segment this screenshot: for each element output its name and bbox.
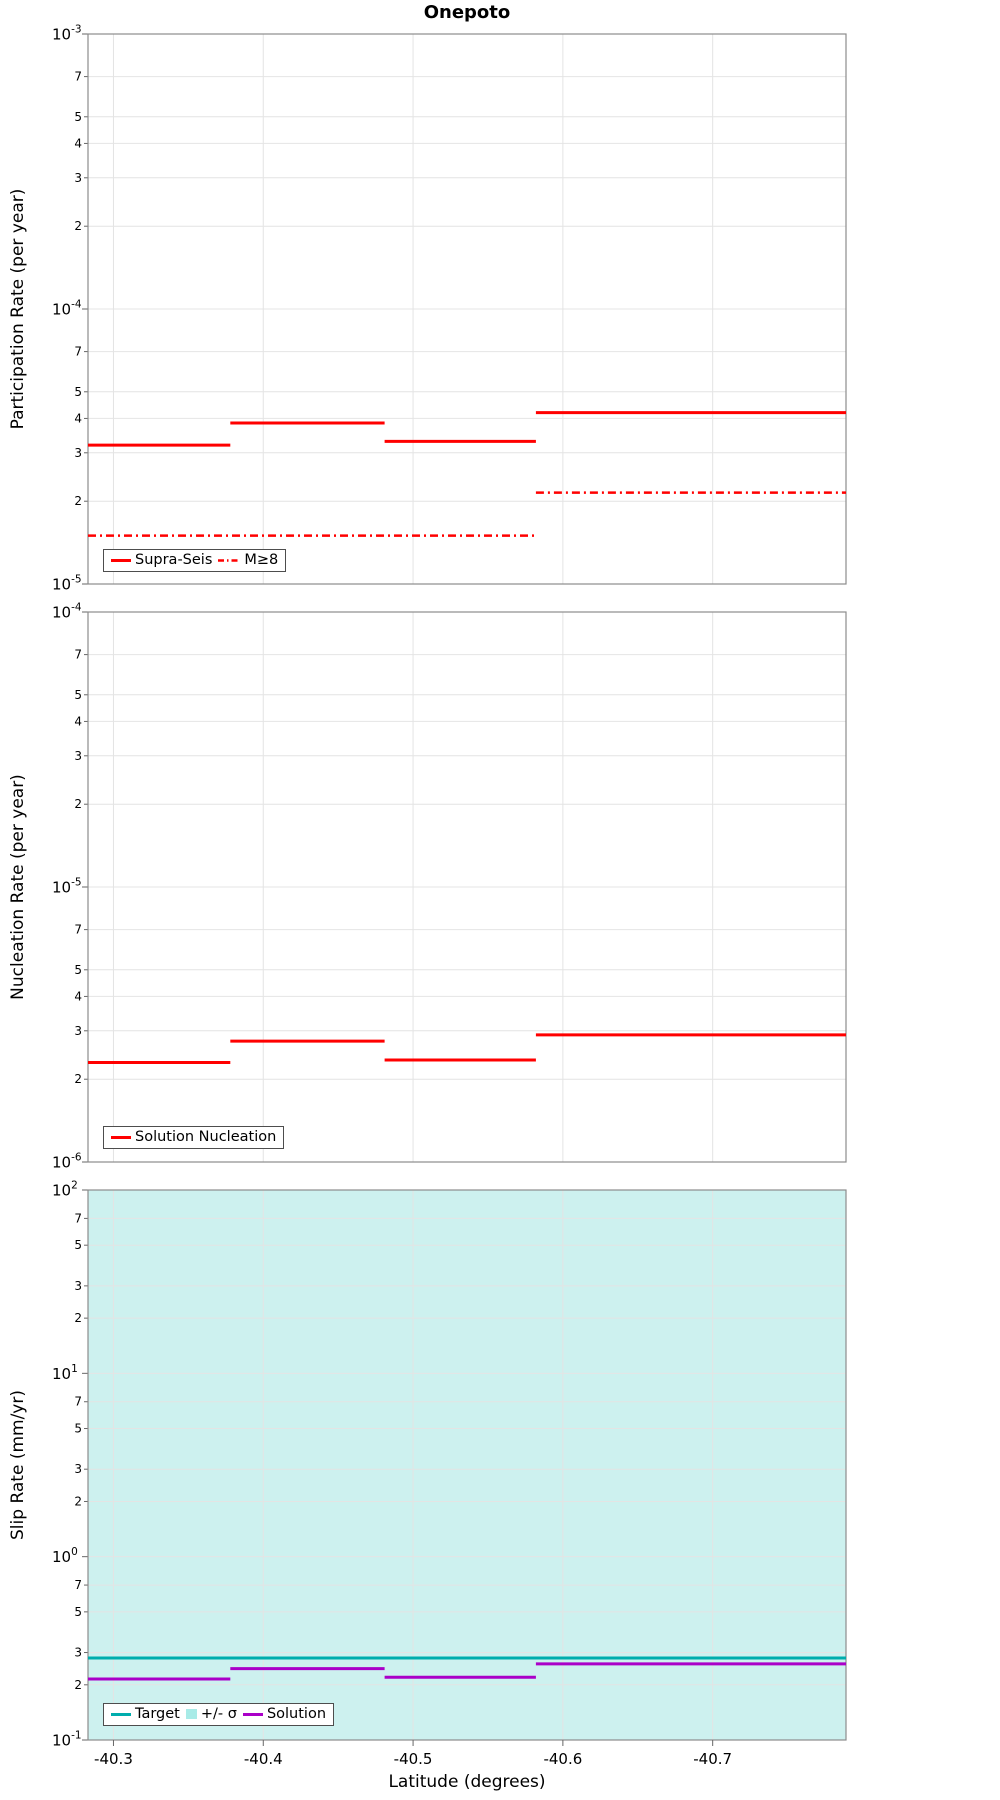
legend-label: Solution Nucleation [135,1129,277,1145]
legend-label: M≥8 [244,552,279,568]
gridlines [88,34,846,584]
y-minor-tick-label: 5 [74,1238,82,1252]
y-axis-label-text: Nucleation Rate (per year) [8,774,28,1000]
y-tick-marks [82,1189,88,1741]
m8-dashdot-swatch [218,559,241,562]
y-minor-tick-label: 3 [74,446,82,460]
y-major-tick-label: 10-4 [52,602,82,622]
legend-entry: Solution [242,1706,327,1722]
y-minor-tick-label: 2 [74,1311,82,1325]
sigma-band-swatch [185,1709,197,1720]
legend-entry: Target [111,1707,180,1722]
y-minor-tick-label: 2 [74,1678,82,1692]
legend-nucleation: Solution Nucleation [103,1126,285,1149]
legend-label: +/- σ [200,1706,237,1722]
y-minor-tick-label: 3 [74,1024,82,1038]
target-line-swatch [111,1712,131,1716]
legend-slip-rate: Target +/- σ Solution [103,1703,335,1726]
y-minor-tick-label: 3 [74,1462,82,1476]
gridlines [88,612,846,1162]
y-tick-labels: 102 7 5 3 2 101 7 5 3 2 100 7 5 3 2 10-1 [52,1180,82,1750]
y-minor-tick-label: 3 [74,171,82,185]
panel-nucleation: 10-4 7 5 4 3 2 10-5 7 5 4 3 2 10-6 [52,602,847,1172]
legend-label: Target [135,1706,180,1722]
y-minor-tick-label: 2 [74,219,82,233]
x-tick-labels: -40.3 -40.4 -40.5 -40.6 -40.7 [94,1740,732,1768]
y-axis-label-text: Participation Rate (per year) [8,188,28,430]
y-major-tick-label: 10-6 [52,1152,82,1172]
y-minor-tick-label: 2 [74,797,82,811]
y-minor-tick-label: 4 [74,714,82,728]
panel-participation: 10-3 7 5 4 3 2 10-4 7 5 4 3 2 10-5 [52,24,847,594]
y-minor-tick-label: 5 [74,688,82,702]
y-tick-labels: 10-4 7 5 4 3 2 10-5 7 5 4 3 2 10-6 [52,602,82,1172]
y-tick-marks [82,611,88,1163]
x-tick-label: -40.4 [244,1750,283,1768]
y-minor-tick-label: 2 [74,1072,82,1086]
y-minor-tick-label: 2 [74,1494,82,1508]
x-tick-label: -40.3 [94,1750,133,1768]
y-minor-tick-label: 7 [74,648,82,662]
y-minor-tick-label: 7 [74,1211,82,1225]
y-tick-marks [82,33,88,585]
y-minor-tick-label: 3 [74,1279,82,1293]
plot-border [87,33,847,585]
solution-nucleation-line-swatch [111,1135,131,1139]
y-major-tick-label: 101 [52,1363,78,1383]
y-minor-tick-label: 7 [74,923,82,937]
legend-entry: Solution Nucleation [111,1130,276,1145]
y-minor-tick-label: 5 [74,110,82,124]
y-minor-tick-label: 4 [74,136,82,150]
y-major-tick-label: 102 [52,1180,78,1200]
gridlines [88,1190,846,1740]
y-minor-tick-label: 4 [74,989,82,1003]
y-major-tick-label: 100 [52,1546,78,1566]
series-m-8 [88,491,846,537]
series-supra-seis [88,411,846,447]
series-solution-nucleation [88,1033,846,1065]
y-major-tick-label: 10-3 [52,24,82,44]
y-minor-tick-label: 5 [74,385,82,399]
y-minor-tick-label: 5 [74,963,82,977]
y-major-tick-label: 10-1 [52,1730,82,1750]
chart-title: Onepoto [423,2,511,23]
x-tick-label: -40.5 [394,1750,433,1768]
y-major-tick-label: 10-5 [52,574,82,594]
x-axis-label: Latitude (degrees) [388,1772,546,1792]
solution-line-swatch [242,1712,263,1716]
x-tick-label: -40.7 [693,1750,732,1768]
y-minor-tick-label: 3 [74,749,82,763]
y-minor-tick-label: 7 [74,70,82,84]
y-major-tick-label: 10-4 [52,299,82,319]
y-minor-tick-label: 5 [74,1605,82,1619]
x-tick-label: -40.6 [543,1750,582,1768]
y-tick-labels: 10-3 7 5 4 3 2 10-4 7 5 4 3 2 10-5 [52,24,82,594]
plot-border [87,1189,847,1741]
y-minor-tick-label: 4 [74,411,82,425]
y-major-tick-label: 10-5 [52,877,82,897]
legend-label: Supra-Seis [135,552,213,568]
y-minor-tick-label: 2 [74,494,82,508]
legend-entry: M≥8 [218,553,278,568]
legend-entry: +/- σ [185,1706,237,1722]
y-minor-tick-label: 7 [74,1395,82,1409]
legend-label: Solution [266,1706,327,1722]
series-solution [88,1662,846,1681]
supra-seis-line-swatch [111,558,131,562]
panel-slip-rate: 102 7 5 3 2 101 7 5 3 2 100 7 5 3 2 10-1 [52,1180,847,1750]
y-minor-tick-label: 7 [74,345,82,359]
legend-entry: Supra-Seis [111,553,212,568]
y-minor-tick-label: 7 [74,1578,82,1592]
y-minor-tick-label: 3 [74,1646,82,1660]
sigma-band [88,1190,846,1740]
y-minor-tick-label: 5 [74,1422,82,1436]
y-axis-label-text: Slip Rate (mm/yr) [8,1390,28,1540]
legend-participation: Supra-Seis M≥8 [103,549,287,572]
plot-border [87,611,847,1163]
